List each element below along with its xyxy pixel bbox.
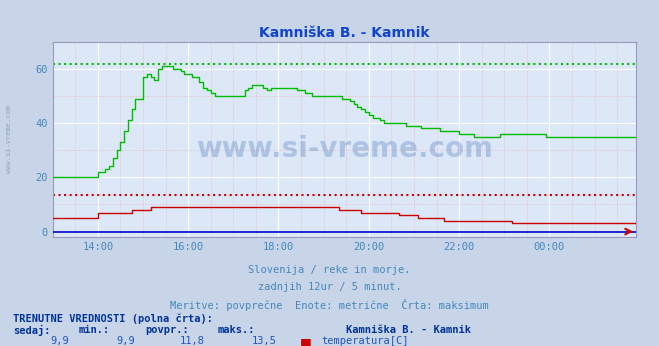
Text: Meritve: povprečne  Enote: metrične  Črta: maksimum: Meritve: povprečne Enote: metrične Črta:… [170, 299, 489, 311]
Text: Kamniška B. - Kamnik: Kamniška B. - Kamnik [346, 325, 471, 335]
Text: zadnjih 12ur / 5 minut.: zadnjih 12ur / 5 minut. [258, 282, 401, 292]
Text: sedaj:: sedaj: [13, 325, 51, 336]
Text: povpr.:: povpr.: [145, 325, 188, 335]
Text: Slovenija / reke in morje.: Slovenija / reke in morje. [248, 265, 411, 275]
Text: 9,9: 9,9 [117, 336, 135, 346]
Text: ■: ■ [300, 336, 312, 346]
Text: 13,5: 13,5 [252, 336, 277, 346]
Text: 9,9: 9,9 [51, 336, 69, 346]
Text: maks.:: maks.: [217, 325, 255, 335]
Text: min.:: min.: [79, 325, 110, 335]
Text: www.si-vreme.com: www.si-vreme.com [5, 105, 12, 173]
Text: www.si-vreme.com: www.si-vreme.com [196, 135, 493, 163]
Text: 11,8: 11,8 [179, 336, 204, 346]
Text: temperatura[C]: temperatura[C] [321, 336, 409, 346]
Text: TRENUTNE VREDNOSTI (polna črta):: TRENUTNE VREDNOSTI (polna črta): [13, 313, 213, 324]
Title: Kamniška B. - Kamnik: Kamniška B. - Kamnik [259, 26, 430, 40]
